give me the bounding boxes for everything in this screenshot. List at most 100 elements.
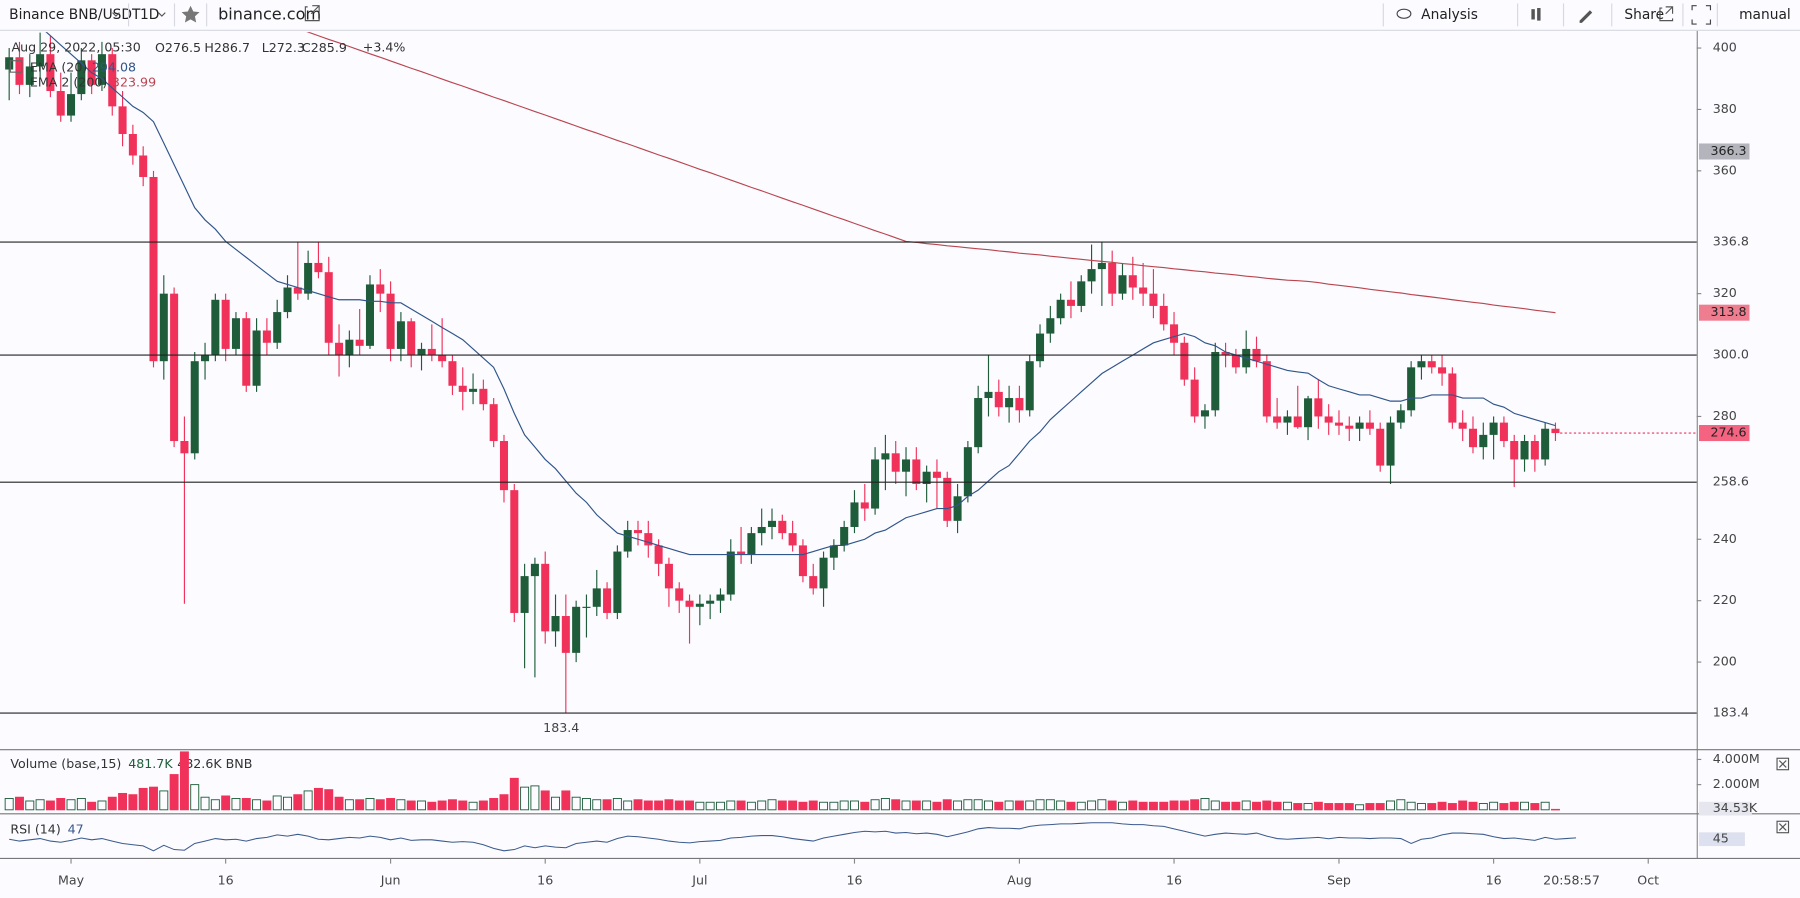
candle-body: [623, 530, 632, 552]
countdown-bg: [1534, 871, 1609, 890]
close-pane-button[interactable]: [1776, 820, 1790, 834]
volume-bar: [1231, 801, 1241, 811]
draw-tool-button[interactable]: [1579, 10, 1593, 23]
volume-last-bg: [1698, 801, 1752, 816]
volume-bar: [1530, 803, 1540, 811]
candle-body: [211, 299, 220, 356]
volume-bar: [293, 794, 303, 811]
candle-body: [1159, 305, 1168, 325]
y-tick-label: 200: [1713, 654, 1737, 669]
volume-bar: [66, 799, 76, 811]
x-tick-label: Jul: [691, 872, 707, 887]
site-link[interactable]: binance.com: [218, 4, 321, 23]
legend-high: H286.7: [204, 40, 250, 55]
legend-change: +3.4%: [363, 40, 406, 55]
candle-body: [695, 603, 704, 607]
volume-tick-label: 4.000M: [1713, 751, 1760, 766]
candle-body: [170, 293, 179, 442]
y-tick-label: 220: [1713, 592, 1737, 607]
volume-bar: [1128, 800, 1138, 811]
candle-body: [242, 318, 251, 386]
y-tick-label: 380: [1713, 101, 1737, 116]
symbol-selector[interactable]: Binance BNB/USDT: [9, 7, 141, 23]
volume-bar: [819, 801, 829, 811]
volume-bar: [200, 796, 210, 811]
volume-bar: [406, 800, 416, 811]
volume-bar: [530, 785, 540, 811]
volume-legend: Volume (base,15) 481.7K 482.6K BNB: [10, 755, 252, 770]
candle-body: [963, 447, 972, 497]
analysis-button[interactable]: Analysis: [1421, 7, 1478, 23]
candle-body: [829, 545, 838, 558]
dropdown-icon: [112, 12, 120, 17]
scale-mode-button[interactable]: manual: [1739, 7, 1791, 23]
candle-body: [386, 293, 395, 349]
candle-body: [1200, 410, 1209, 417]
volume-bar: [643, 800, 653, 811]
volume-bar: [128, 794, 138, 811]
interval-selector[interactable]: 1D: [140, 7, 159, 23]
legend-toggle[interactable]: [9, 60, 23, 73]
candle-type-icon[interactable]: [1531, 9, 1535, 20]
candle-body: [675, 588, 684, 601]
candle-body: [1087, 269, 1096, 282]
volume-bar: [746, 801, 756, 811]
candle-body: [1365, 422, 1374, 429]
candle-body: [1221, 351, 1230, 356]
legend-ema200: EMA 2 (200) 323.99: [30, 74, 156, 89]
candle-body: [1396, 410, 1405, 423]
y-tick-label: 240: [1713, 531, 1737, 546]
volume-bar: [303, 790, 313, 811]
favorite-button[interactable]: [181, 5, 200, 23]
candle-body: [417, 348, 426, 356]
volume-bar: [911, 800, 921, 811]
volume-bar: [1293, 803, 1303, 811]
volume-bar: [1375, 803, 1385, 811]
candle-body: [1304, 398, 1313, 428]
volume-bar: [1190, 799, 1200, 811]
volume-bar: [489, 798, 499, 811]
candle-body: [654, 545, 663, 564]
candle-body: [706, 600, 715, 604]
legend-name: EMA 2 (200): [30, 74, 108, 89]
volume-bar: [1210, 800, 1220, 811]
volume-bar: [437, 800, 447, 811]
fullscreen-button[interactable]: [1691, 5, 1712, 25]
candle-body: [15, 57, 24, 85]
volume-bar: [1252, 801, 1261, 811]
volume-bar: [623, 800, 633, 811]
legend-value: 294.08: [92, 59, 136, 74]
last-price-label: 274.6: [1710, 425, 1746, 440]
volume-bar: [190, 784, 200, 811]
candle-body: [644, 533, 653, 546]
close-pane-button[interactable]: [1776, 757, 1790, 771]
candle-body: [1190, 379, 1199, 417]
share-button[interactable]: Share: [1624, 7, 1664, 23]
volume-bar: [76, 798, 86, 811]
volume-bar: [478, 800, 488, 811]
volume-bar: [468, 801, 478, 811]
candle-body: [448, 361, 457, 386]
candle-body: [273, 312, 282, 343]
volume-bar: [107, 796, 117, 811]
candle-body: [1438, 367, 1447, 374]
candle-body: [1407, 367, 1416, 411]
candle-body: [716, 594, 725, 601]
volume-tick-label: 2.000M: [1713, 776, 1760, 791]
volume-bar: [1303, 803, 1313, 811]
volume-bar: [654, 800, 664, 811]
candle-body: [438, 355, 447, 362]
candle-body: [458, 385, 467, 392]
volume-bar: [15, 796, 24, 811]
volume-bar: [994, 801, 1004, 811]
volume-bar: [1509, 801, 1519, 811]
candle-body: [479, 388, 488, 405]
ema-last-label-bg: [1698, 304, 1750, 321]
candle-body: [953, 496, 962, 521]
low-label: 183.4: [543, 720, 579, 735]
legend-ema20: EMA (20) 294.08: [30, 59, 136, 74]
candle-body: [1386, 422, 1395, 466]
candle-body: [1479, 434, 1488, 448]
legend-value: 323.99: [112, 74, 156, 89]
